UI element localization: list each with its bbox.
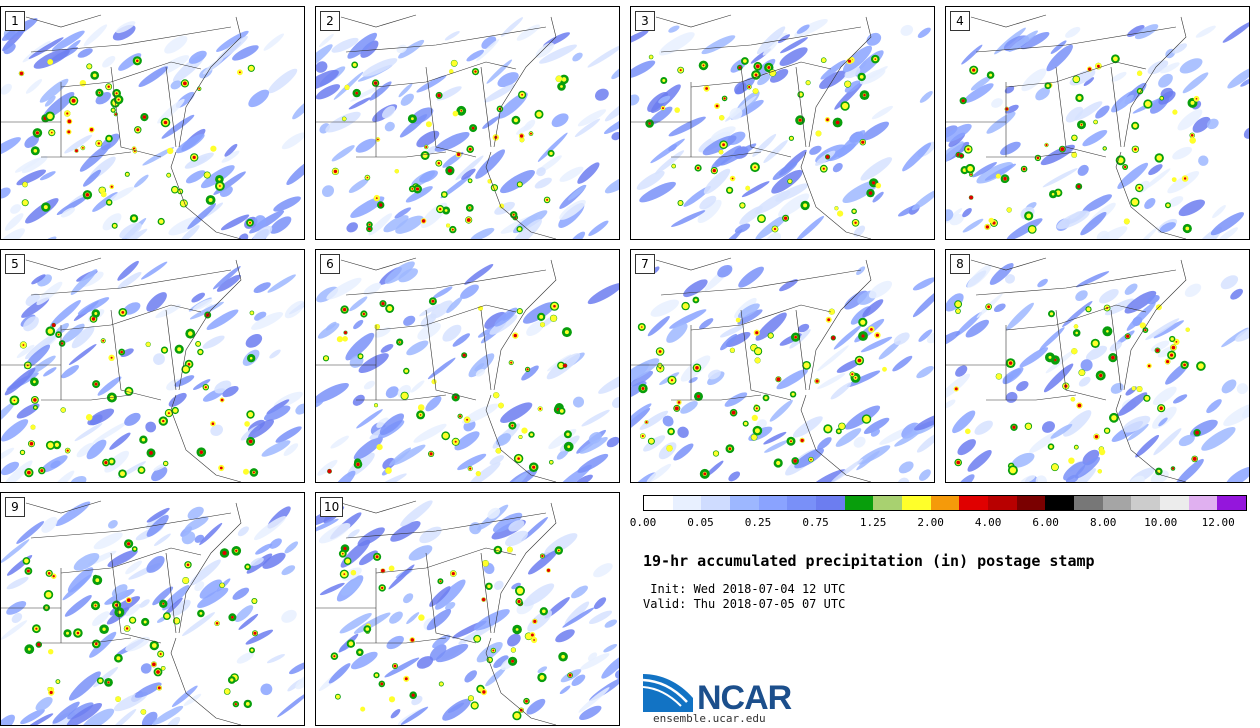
colorbar-swatch [959, 496, 989, 510]
colorbar-swatch [1217, 496, 1247, 510]
member-number-label: 3 [635, 11, 655, 31]
precipitation-colorbar [643, 495, 1247, 511]
colorbar-tick-label: 12.00 [1201, 516, 1235, 529]
colorbar-tick-label: 0.00 [629, 516, 657, 529]
member-number-label: 7 [635, 254, 655, 274]
ensemble-member-panel: 3 [630, 6, 935, 240]
colorbar-swatch [758, 496, 788, 510]
ensemble-member-panel: 7 [630, 249, 935, 483]
precipitation-map [1, 500, 304, 725]
precipitation-map [1, 257, 304, 482]
colorbar-swatch [730, 496, 759, 510]
precipitation-map [631, 257, 934, 482]
colorbar-tick-label: 6.00 [1032, 516, 1059, 529]
ensemble-member-panel: 10 [315, 492, 620, 726]
ncar-logo-icon [643, 674, 693, 712]
colorbar-tick-label: 0.75 [802, 516, 829, 529]
valid-time: Valid: Thu 2018-07-05 07 UTC [643, 597, 846, 611]
chart-title: 19-hr accumulated precipitation (in) pos… [643, 552, 1095, 570]
ensemble-member-panel: 9 [0, 492, 305, 726]
colorbar-tick-label: 0.25 [744, 516, 772, 529]
colorbar-swatch [1160, 496, 1189, 510]
colorbar-tick-label: 0.05 [687, 516, 714, 529]
colorbar-swatch [701, 496, 731, 510]
colorbar-swatch [844, 496, 874, 510]
colorbar-swatch [873, 496, 903, 510]
member-number-label: 4 [950, 11, 970, 31]
member-number-label: 10 [320, 497, 344, 517]
precipitation-map [631, 14, 934, 239]
precipitation-map [1, 14, 304, 239]
member-number-label: 5 [5, 254, 25, 274]
colorbar-swatch [644, 496, 673, 510]
member-number-label: 2 [320, 11, 340, 31]
member-number-label: 9 [5, 497, 25, 517]
init-time: Init: Wed 2018-07-04 12 UTC [643, 582, 846, 596]
colorbar-swatch [930, 496, 960, 510]
ensemble-member-panel: 8 [945, 249, 1250, 483]
ensemble-member-panel: 1 [0, 6, 305, 240]
colorbar-swatch [1102, 496, 1132, 510]
colorbar-swatch [1131, 496, 1161, 510]
member-number-label: 8 [950, 254, 970, 274]
colorbar-swatch [672, 496, 702, 510]
precipitation-map [946, 257, 1249, 482]
member-number-label: 6 [320, 254, 340, 274]
colorbar-swatch [1045, 496, 1075, 510]
member-number-label: 1 [5, 11, 25, 31]
colorbar-swatch [988, 496, 1017, 510]
colorbar-swatch [816, 496, 845, 510]
colorbar-swatch [1188, 496, 1218, 510]
colorbar-swatch [787, 496, 817, 510]
ensemble-member-panel: 5 [0, 249, 305, 483]
site-url: ensemble.ucar.edu [653, 712, 766, 725]
ensemble-member-panel: 4 [945, 6, 1250, 240]
colorbar-tick-label: 8.00 [1089, 516, 1117, 529]
precipitation-map [946, 14, 1249, 239]
colorbar-tick-label: 2.00 [917, 516, 944, 529]
colorbar-swatch [902, 496, 931, 510]
ensemble-member-panel: 6 [315, 249, 620, 483]
colorbar-tick-label: 10.00 [1144, 516, 1178, 529]
precipitation-map [316, 14, 619, 239]
colorbar-tick-label: 4.00 [974, 516, 1002, 529]
colorbar-tick-label: 1.25 [859, 516, 887, 529]
ncar-logo-text: NCAR [697, 679, 792, 717]
colorbar-swatch [1016, 496, 1046, 510]
ensemble-member-panel: 2 [315, 6, 620, 240]
precipitation-map [316, 500, 619, 725]
colorbar-swatch [1074, 496, 1103, 510]
precipitation-map [316, 257, 619, 482]
